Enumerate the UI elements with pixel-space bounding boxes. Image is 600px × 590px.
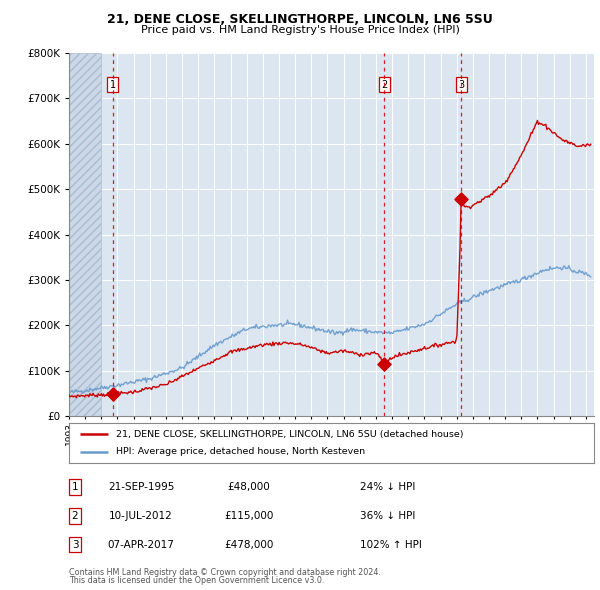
Text: £48,000: £48,000 [227,482,271,491]
Text: 2: 2 [381,80,388,90]
Text: 1: 1 [110,80,116,90]
Point [456,195,466,204]
Text: HPI: Average price, detached house, North Kesteven: HPI: Average price, detached house, Nort… [116,447,365,457]
Text: 1: 1 [71,482,79,491]
Text: Price paid vs. HM Land Registry's House Price Index (HPI): Price paid vs. HM Land Registry's House … [140,25,460,35]
Point [108,389,118,399]
Text: Contains HM Land Registry data © Crown copyright and database right 2024.: Contains HM Land Registry data © Crown c… [69,568,381,577]
Text: 24% ↓ HPI: 24% ↓ HPI [360,482,415,491]
Text: 102% ↑ HPI: 102% ↑ HPI [360,540,422,549]
Text: 21, DENE CLOSE, SKELLINGTHORPE, LINCOLN, LN6 5SU (detached house): 21, DENE CLOSE, SKELLINGTHORPE, LINCOLN,… [116,430,464,439]
Point [380,359,389,369]
Text: £115,000: £115,000 [224,511,274,520]
Text: This data is licensed under the Open Government Licence v3.0.: This data is licensed under the Open Gov… [69,576,325,585]
Text: 3: 3 [71,540,79,549]
Text: 21-SEP-1995: 21-SEP-1995 [108,482,174,491]
Text: 2: 2 [71,511,79,520]
Text: 21, DENE CLOSE, SKELLINGTHORPE, LINCOLN, LN6 5SU: 21, DENE CLOSE, SKELLINGTHORPE, LINCOLN,… [107,13,493,26]
Text: 10-JUL-2012: 10-JUL-2012 [109,511,173,520]
Text: 3: 3 [458,80,464,90]
Text: £478,000: £478,000 [224,540,274,549]
Text: 07-APR-2017: 07-APR-2017 [107,540,175,549]
Text: 36% ↓ HPI: 36% ↓ HPI [360,511,415,520]
